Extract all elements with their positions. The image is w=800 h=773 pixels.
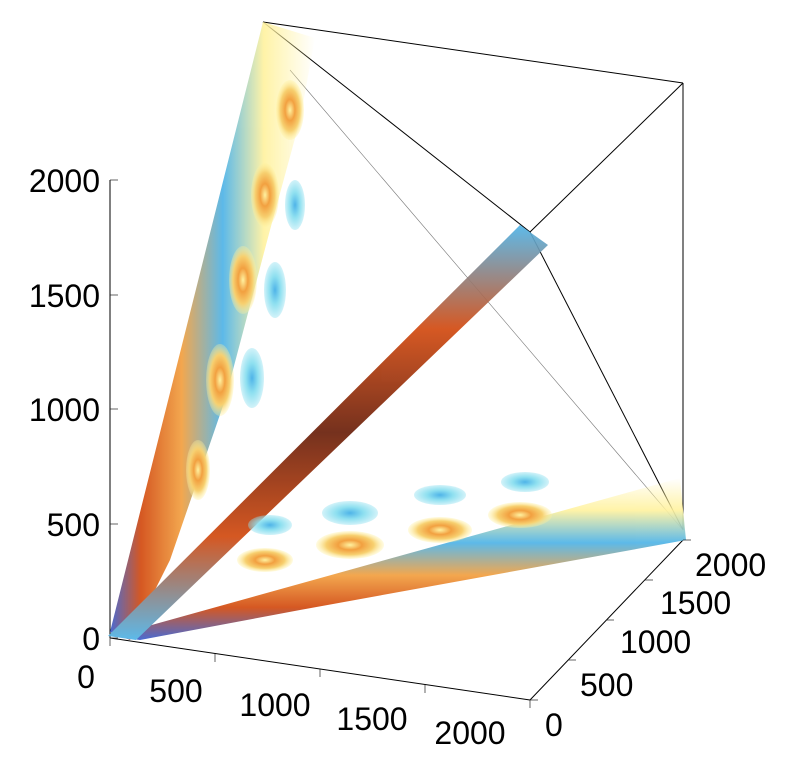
lobes-x xyxy=(237,472,552,572)
lobe xyxy=(240,348,264,408)
surface-ridge-diag xyxy=(108,225,548,640)
isosurfaces xyxy=(108,22,686,640)
lobe xyxy=(264,262,286,318)
lobe xyxy=(285,180,305,230)
lobe xyxy=(251,163,279,227)
lobe xyxy=(408,517,472,543)
y-tick-label: 500 xyxy=(580,667,633,703)
x-tick-label: 1000 xyxy=(239,687,310,723)
x-tick-label: 0 xyxy=(77,659,95,695)
x-axis: 0 500 1000 1500 2000 xyxy=(77,638,531,751)
lobes-z xyxy=(186,80,305,500)
z-tick-label: 0 xyxy=(82,621,100,657)
lobe xyxy=(276,80,304,140)
y-tick-label: 0 xyxy=(545,707,563,743)
x-tick-label: 500 xyxy=(149,673,202,709)
x-tick-label: 1500 xyxy=(336,701,407,737)
lobe xyxy=(414,485,466,505)
z-tick-label: 500 xyxy=(47,507,100,543)
y-tick-label: 1500 xyxy=(660,585,731,621)
y-tick-label: 2000 xyxy=(695,547,766,583)
lobe xyxy=(501,472,549,492)
lobe xyxy=(316,531,384,559)
lobe xyxy=(248,515,292,535)
z-axis: 0 500 1000 1500 2000 xyxy=(29,163,118,657)
x-tick-label: 2000 xyxy=(434,715,505,751)
z-tick-label: 1000 xyxy=(29,392,100,428)
lobe xyxy=(237,548,293,572)
y-axis: 0 500 1000 1500 2000 xyxy=(530,539,766,743)
y-tick-label: 1000 xyxy=(620,624,691,660)
lobe xyxy=(229,246,257,314)
lobe xyxy=(488,502,552,528)
z-tick-label: 2000 xyxy=(29,163,100,199)
z-tick-label: 1500 xyxy=(29,278,100,314)
lobe xyxy=(186,440,210,500)
lobe xyxy=(206,344,234,416)
lobe xyxy=(322,501,378,525)
